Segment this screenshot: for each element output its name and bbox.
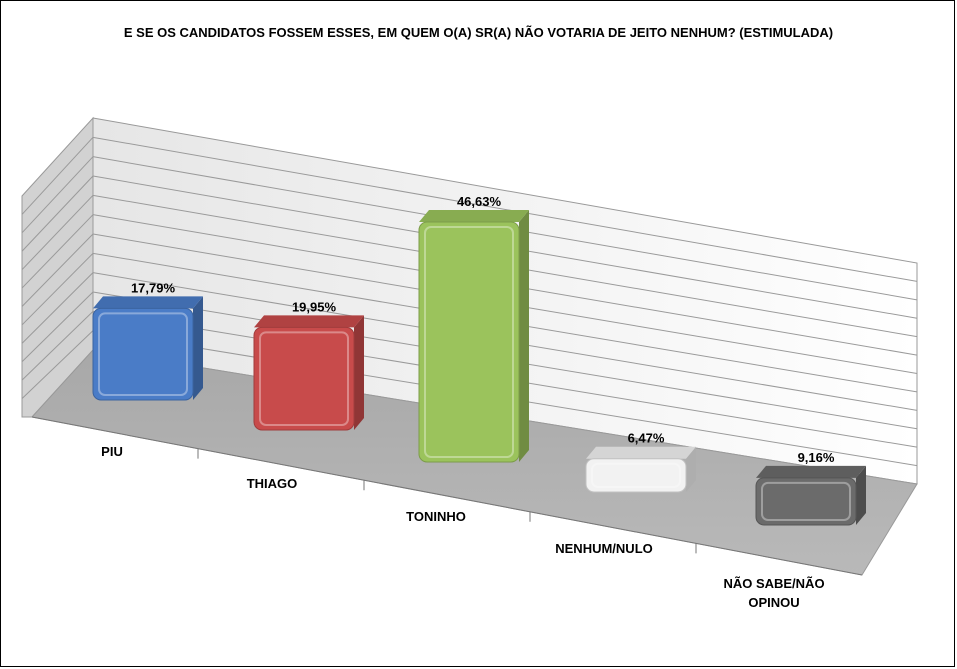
bar-front	[92, 307, 194, 401]
bar-top	[586, 446, 696, 459]
category-label-0: PIU	[101, 444, 123, 459]
gridline	[92, 136, 918, 282]
category-label-3: NENHUM/NULO	[555, 541, 653, 556]
data-label-3: 6,47%	[628, 431, 665, 446]
bar-highlight	[424, 226, 514, 458]
bar-top	[419, 210, 529, 222]
gridline-side	[21, 272, 94, 344]
gridline-side	[21, 233, 94, 307]
gridline-side	[21, 310, 94, 381]
data-label-4: 9,16%	[798, 450, 835, 465]
labels-group: 17,79% 19,95% 46,63% 6,47% 9,16% PIU THIAGO TON…	[101, 194, 835, 610]
bar-front	[418, 221, 520, 463]
bar-highlight	[98, 312, 188, 396]
bar-top	[756, 465, 866, 478]
category-label-4: NÃO SABE/NÃO OPINOU	[723, 576, 824, 610]
bar-highlight	[761, 481, 851, 522]
category-label-1: THIAGO	[247, 476, 298, 491]
bar-front	[585, 458, 687, 493]
gridline-side	[21, 330, 94, 399]
category-label-2: TONINHO	[406, 509, 466, 524]
bar-highlight	[259, 331, 349, 427]
x-axis-line	[31, 416, 863, 576]
gridline-side	[21, 194, 94, 271]
bar-side	[354, 315, 364, 430]
data-label-2: 46,63%	[457, 194, 502, 209]
bar-side	[519, 210, 529, 462]
bar-front	[253, 326, 355, 431]
bar-side	[193, 296, 203, 400]
data-label-0: 17,79%	[131, 280, 176, 295]
bar-1	[253, 315, 364, 431]
gridline-side	[21, 291, 94, 363]
data-label-1: 19,95%	[292, 299, 337, 314]
gridline-side	[21, 136, 94, 215]
chart-title: E SE OS CANDIDATOS FOSSEM ESSES, EM QUEM…	[123, 25, 834, 40]
bar-3	[585, 446, 696, 493]
bar-top	[93, 296, 203, 309]
bar-2	[418, 210, 529, 463]
gridline-side	[21, 156, 94, 234]
bar-side	[856, 465, 866, 525]
bars-group	[92, 210, 866, 526]
bar-front	[755, 477, 857, 526]
gridline-side	[21, 252, 94, 326]
gridline-side	[21, 214, 94, 289]
bar-0	[92, 296, 203, 401]
bar-top	[254, 315, 364, 328]
bar-4	[755, 465, 866, 526]
gridline-side	[21, 175, 94, 252]
bar-highlight	[591, 462, 681, 489]
bar-side	[686, 446, 696, 492]
